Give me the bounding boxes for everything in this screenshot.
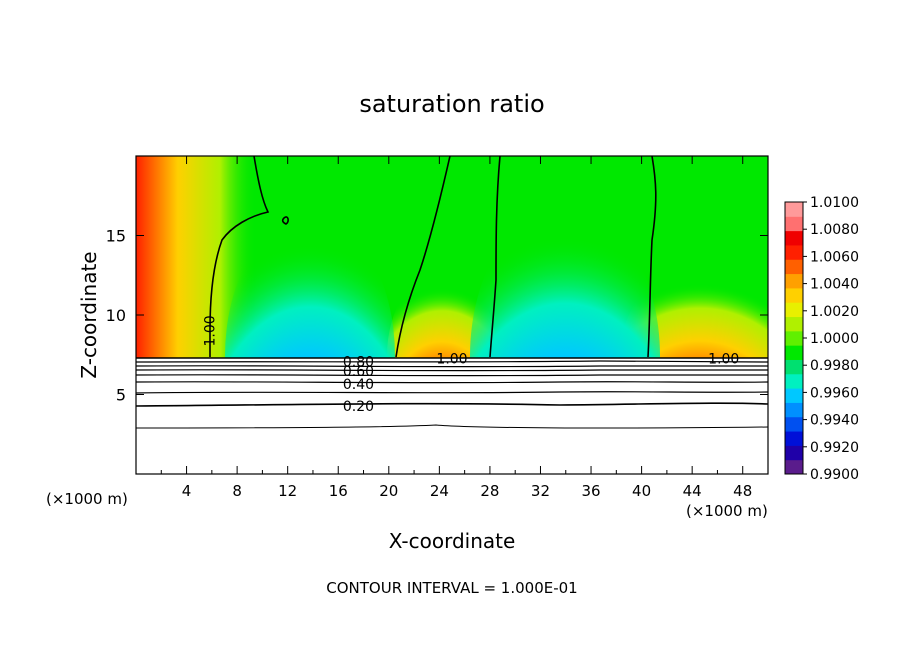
contour-line-1-00-center-west <box>395 156 451 358</box>
x-tick-label: 20 <box>379 482 398 500</box>
contour-line-lower-6 <box>136 381 768 384</box>
x-unit-label-left: (×1000 m) <box>46 490 128 508</box>
colorbar-band <box>785 287 803 303</box>
x-tick-label: 16 <box>329 482 348 500</box>
y-tick-label: 15 <box>106 227 126 246</box>
contour-line-1-00-east <box>647 156 657 358</box>
contour-lines-lower <box>136 357 768 429</box>
contour-label: 1.00 <box>708 352 739 368</box>
plot-area: 1.00 1.00 1.00 0.800.600.40 0.20 <box>136 156 768 474</box>
contour-lines-upper <box>209 156 657 358</box>
x-axis-label: X-coordinate <box>389 529 516 553</box>
colorbar-band <box>785 273 803 289</box>
contour-line-lower-7 <box>136 391 768 394</box>
contour-line-lower-5 <box>136 374 768 377</box>
colorbar-label: 1.0020 <box>810 304 859 320</box>
contour-label: 0.20 <box>343 399 374 415</box>
colorbar-band <box>785 459 803 475</box>
x-axis-ticks: 4 8 12 16 20 24 28 32 36 40 44 48 <box>160 156 752 500</box>
contour-line-lower-4 <box>136 369 768 372</box>
colorbar-band <box>785 445 803 461</box>
colorbar-band <box>785 373 803 389</box>
field-lower-unshaded-region <box>136 358 768 474</box>
colorbar-band <box>785 230 803 246</box>
y-axis-ticks: 5 10 15 <box>106 227 768 405</box>
contour-line-1-00-center-east <box>489 156 501 358</box>
colorbar <box>784 201 804 475</box>
colorbar-label: 0.9960 <box>810 385 859 401</box>
x-tick-label: 48 <box>733 482 752 500</box>
contour-labels: 1.00 1.00 1.00 0.800.600.40 0.20 <box>203 315 740 415</box>
colorbar-label: 1.0060 <box>810 249 859 265</box>
contour-label: 0.60 <box>343 364 374 380</box>
x-tick-label: 24 <box>430 482 449 500</box>
x-tick-label: 8 <box>232 482 242 500</box>
x-unit-label-right: (×1000 m) <box>686 502 768 520</box>
contour-line-1-00-island <box>281 216 289 225</box>
colorbar-band <box>785 202 803 217</box>
colorbar-band <box>785 216 803 232</box>
colorbar-band <box>785 330 803 346</box>
colorbar-band <box>785 259 803 275</box>
x-tick-label: 4 <box>182 482 192 500</box>
contour-label: 1.00 <box>203 315 219 346</box>
contour-interval-note: CONTOUR INTERVAL = 1.000E-01 <box>326 579 577 597</box>
x-tick-label: 32 <box>531 482 550 500</box>
colorbar-label: 1.0080 <box>810 222 859 238</box>
colorbar-band <box>785 388 803 403</box>
x-tick-label: 28 <box>480 482 499 500</box>
colorbar-band <box>785 416 803 432</box>
chart-title: saturation ratio <box>359 90 544 118</box>
colorbar-band <box>785 402 803 418</box>
colorbar-labels: 1.0100 1.0080 1.0060 1.0040 1.0020 1.0000 0.99… <box>803 195 859 483</box>
colorbar-band <box>785 345 803 360</box>
colorbar-band <box>785 316 803 332</box>
contour-line-lower-2 <box>136 360 768 363</box>
y-tick-label: 10 <box>106 306 126 325</box>
x-tick-label: 40 <box>632 482 651 500</box>
contour-line-lower-3 <box>136 365 768 368</box>
x-tick-label: 36 <box>581 482 600 500</box>
contour-label: 1.00 <box>436 352 467 368</box>
colorbar-band <box>785 431 803 446</box>
colorbar-band <box>785 302 803 318</box>
colorbar-label: 0.9920 <box>810 440 859 456</box>
colorbar-label: 0.9980 <box>810 358 859 374</box>
contour-line-1-00-west <box>209 156 270 357</box>
colorbar-label: 1.0040 <box>810 277 859 293</box>
colorbar-band <box>785 244 803 260</box>
colorbar-label: 1.0100 <box>810 195 859 211</box>
x-tick-label: 12 <box>278 482 297 500</box>
colorbar-label: 1.0000 <box>810 331 859 347</box>
colorbar-band <box>785 359 803 375</box>
contour-label: 0.80 <box>343 355 374 371</box>
y-axis-label: Z-coordinate <box>77 251 101 378</box>
contour-line-lower-8 <box>136 402 768 407</box>
colorbar-label: 0.9900 <box>810 467 859 483</box>
contour-label: 0.40 <box>343 377 374 393</box>
colorbar-label: 0.9940 <box>810 413 859 429</box>
x-tick-label: 44 <box>683 482 702 500</box>
y-tick-label: 5 <box>116 386 126 405</box>
contour-line-lower-9 <box>136 424 768 429</box>
